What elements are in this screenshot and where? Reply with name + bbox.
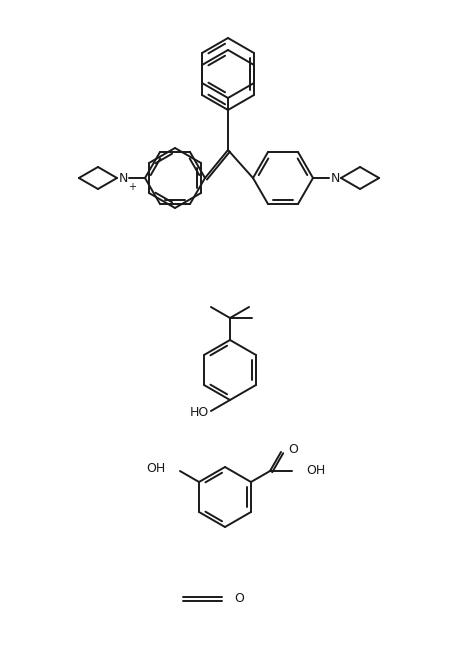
Text: +: + xyxy=(128,182,136,192)
Text: N: N xyxy=(330,172,340,185)
Text: OH: OH xyxy=(306,465,325,478)
Text: N: N xyxy=(118,172,128,185)
Text: OH: OH xyxy=(147,461,166,474)
Text: O: O xyxy=(288,443,298,456)
Text: O: O xyxy=(234,592,244,605)
Text: HO: HO xyxy=(189,406,208,419)
